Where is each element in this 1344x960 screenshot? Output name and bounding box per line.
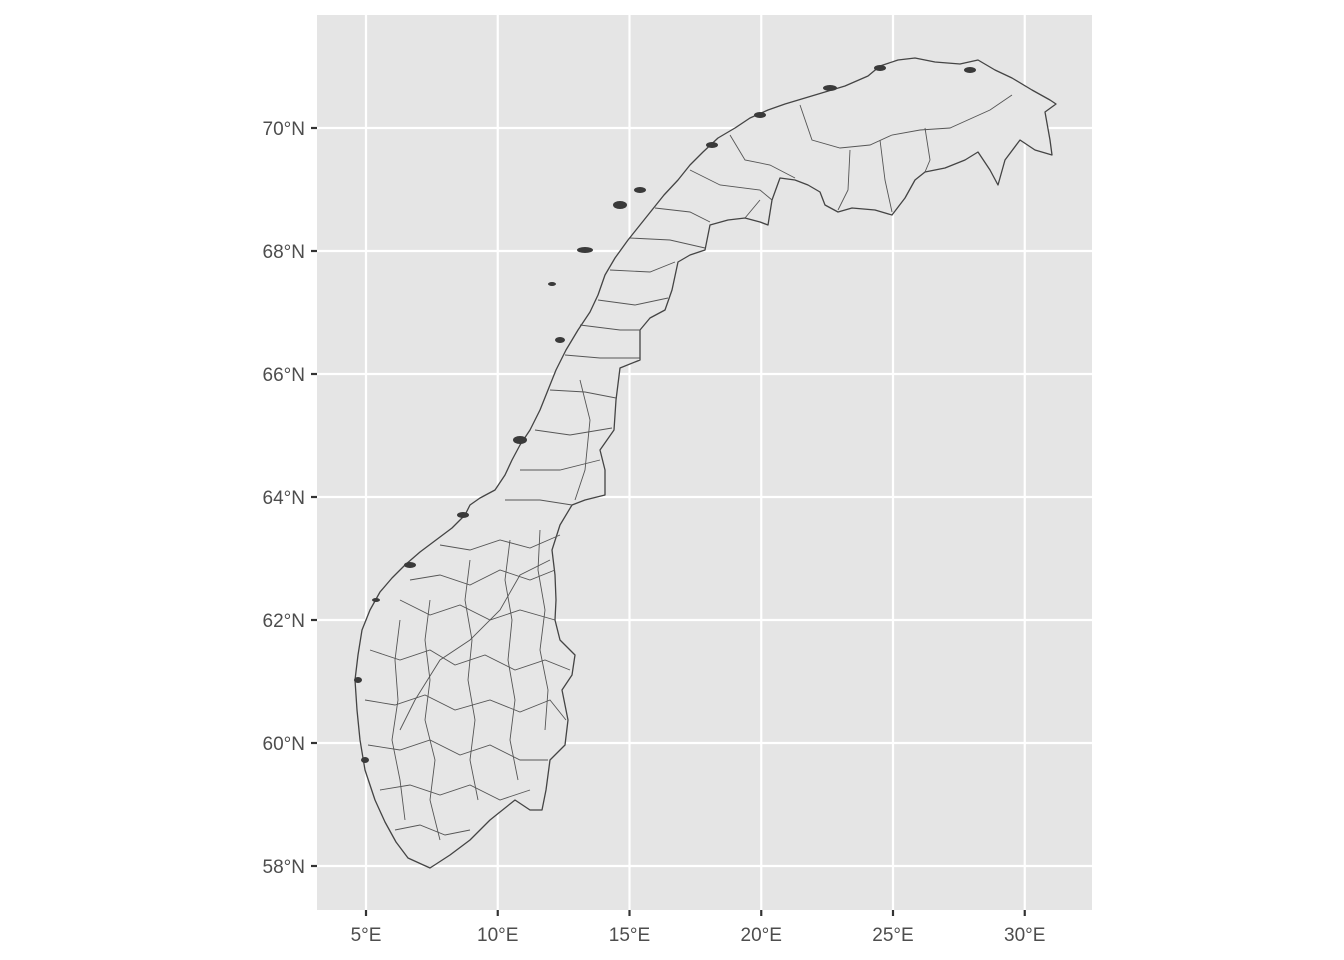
x-tick-label: 5°E [351,925,382,946]
y-tick-label: 62°N [263,611,305,632]
coastal-islands [354,65,976,763]
island [361,757,369,763]
x-axis: 5°E 10°E 15°E 20°E 25°E 30°E [351,910,1045,946]
x-tick-label: 30°E [1004,925,1045,946]
island [754,112,766,118]
island [964,67,976,73]
island [372,598,380,602]
norway-landmass [354,57,1057,869]
y-tick-label: 66°N [263,365,305,386]
island [513,436,527,444]
x-tick-label: 20°E [741,925,782,946]
island [548,282,556,286]
x-tick-label: 10°E [477,925,518,946]
y-axis: 58°N 60°N 62°N 64°N 66°N 68°N 70°N [263,119,317,878]
island [354,677,362,683]
island [404,562,416,568]
x-tick-label: 25°E [872,925,913,946]
y-tick-label: 64°N [263,488,305,509]
y-tick-label: 70°N [263,119,305,140]
island [874,65,886,71]
municipality-borders [364,94,1013,841]
norway-outline [354,57,1057,869]
island [555,337,565,343]
island [634,187,646,193]
island [613,201,627,209]
y-tick-label: 58°N [263,857,305,878]
island [577,247,593,253]
x-tick-label: 15°E [609,925,650,946]
y-tick-label: 68°N [263,242,305,263]
island [457,512,469,518]
island [706,142,718,148]
island [823,85,837,91]
y-tick-label: 60°N [263,734,305,755]
